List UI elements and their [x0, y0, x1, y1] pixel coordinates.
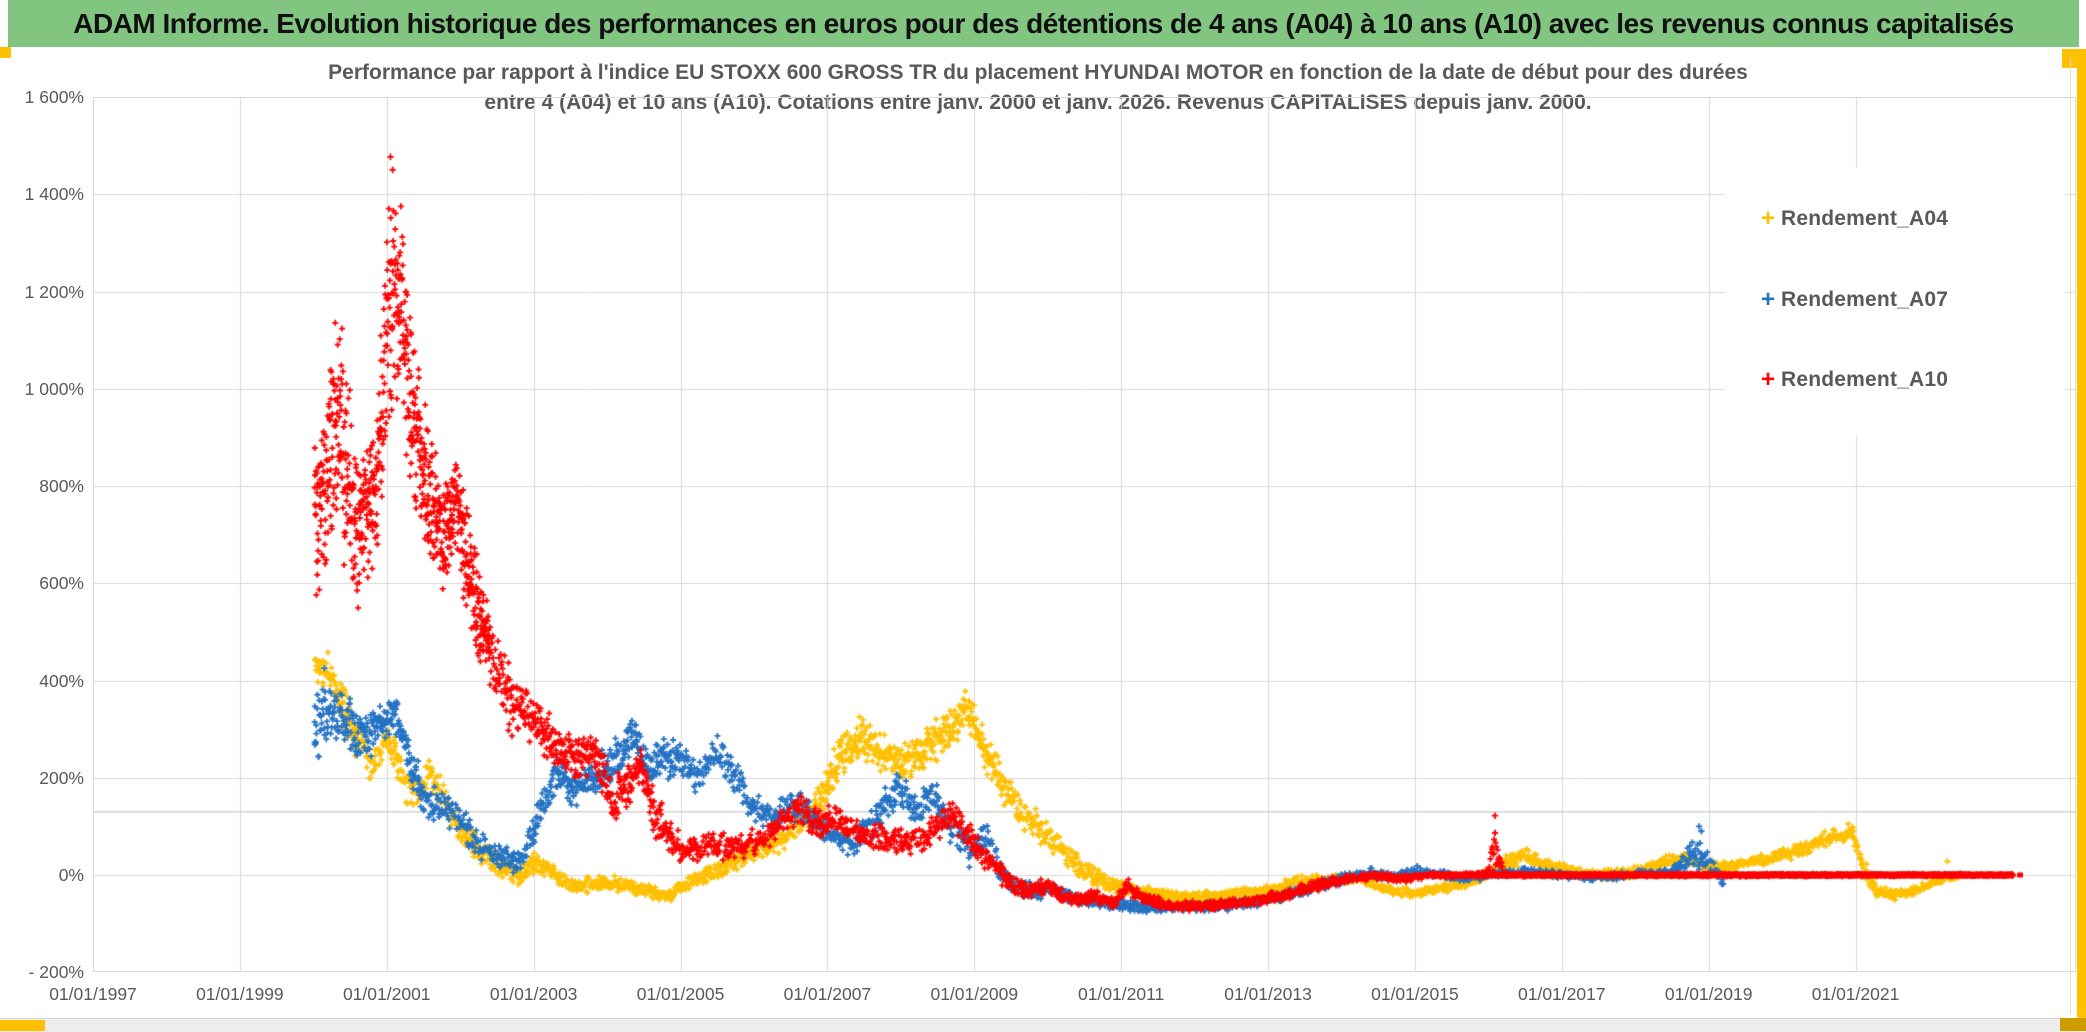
y-tick-label: 1 600% [24, 87, 84, 107]
x-tick-label: 01/01/2021 [1811, 984, 1900, 1004]
x-tick-label: 01/01/2007 [783, 984, 872, 1004]
x-tick-label: 01/01/2003 [489, 984, 578, 1004]
legend-item-rendement-a07[interactable]: + Rendement_A07 [1755, 285, 1948, 315]
legend-label: Rendement_A04 [1781, 207, 1949, 230]
x-tick-label: 01/01/2001 [342, 984, 431, 1004]
legend-label: Rendement_A10 [1781, 368, 1949, 391]
x-tick-label: 01/01/1999 [196, 984, 284, 1004]
bottom-scroll-strip [0, 1018, 2086, 1032]
y-tick-label: 0% [58, 865, 84, 885]
x-tick-label: 01/01/1997 [49, 984, 137, 1004]
plus-marker-icon: + [1760, 366, 1775, 393]
x-tick-label: 01/01/2009 [930, 984, 1019, 1004]
gold-accent-bottomleft [0, 1020, 45, 1031]
gold-accent-bottomright [2060, 1018, 2086, 1031]
y-tick-label: 1 400% [24, 184, 84, 205]
x-tick-label: 01/01/2005 [636, 984, 725, 1004]
y-tick-label: - 200% [28, 962, 84, 983]
y-tick-label: 1 000% [24, 378, 84, 399]
legend-label: Rendement_A07 [1781, 288, 1949, 311]
legend: + Rendement_A04 + Rendement_A07 + Rendem… [1725, 168, 2065, 435]
x-tick-label: 01/01/2019 [1664, 984, 1753, 1004]
y-tick-label: 1 200% [24, 281, 84, 302]
y-tick-label: 600% [39, 573, 84, 594]
y-tick-label: 400% [39, 670, 84, 691]
legend-item-rendement-a04[interactable]: + Rendement_A04 [1755, 204, 1948, 234]
y-tick-label: 800% [39, 476, 84, 496]
y-tick-label: 200% [39, 767, 84, 788]
legend-item-rendement-a10[interactable]: + Rendement_A10 [1755, 365, 1948, 395]
plus-marker-icon: + [1760, 286, 1775, 313]
x-tick-label: 01/01/2013 [1224, 984, 1312, 1004]
x-tick-label: 01/01/2015 [1371, 984, 1459, 1004]
x-tick-label: 01/01/2017 [1518, 984, 1606, 1004]
x-tick-label: 01/01/2011 [1078, 984, 1165, 1004]
plus-marker-icon: + [1760, 205, 1775, 232]
